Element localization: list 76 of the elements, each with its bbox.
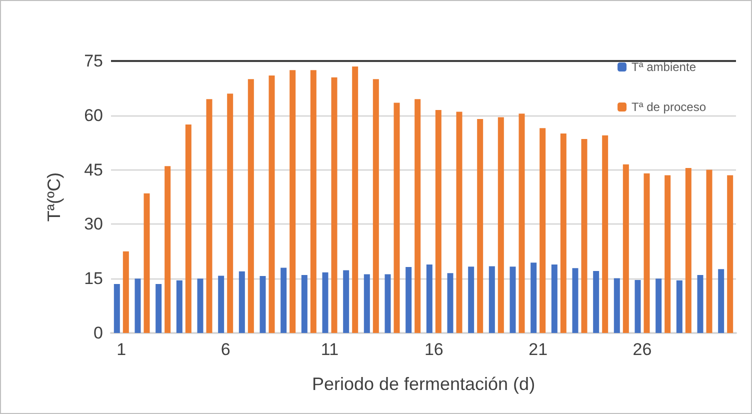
bar	[343, 270, 350, 333]
bar	[706, 170, 712, 333]
bar	[218, 276, 224, 333]
x-tick-label: 26	[632, 340, 652, 359]
bar	[634, 280, 641, 333]
y-tick-label: 45	[84, 160, 103, 180]
bar	[468, 266, 474, 333]
bar	[540, 128, 546, 333]
bar	[248, 79, 254, 333]
bar	[551, 264, 558, 333]
bar	[394, 102, 400, 333]
bar	[498, 117, 504, 333]
bar	[352, 66, 358, 333]
bar	[676, 280, 682, 333]
bar	[185, 124, 192, 333]
bar	[310, 70, 316, 333]
y-tick-label: 15	[84, 269, 103, 288]
y-tick-label: 0	[94, 324, 103, 342]
bar	[656, 278, 662, 333]
bar	[301, 274, 308, 333]
bar	[644, 173, 650, 333]
bar	[510, 266, 516, 333]
bar	[238, 271, 245, 333]
bar	[664, 175, 671, 333]
bar	[602, 135, 608, 333]
y-axis-title: Tª(ºC)	[44, 172, 64, 222]
bar	[290, 70, 296, 333]
y-tick-label: 30	[84, 214, 103, 234]
bar	[593, 270, 600, 333]
bar	[685, 168, 692, 333]
x-tick-label: 16	[424, 340, 444, 359]
x-tick-label: 21	[528, 340, 548, 359]
bar	[122, 251, 129, 333]
bar	[156, 284, 162, 333]
x-tick-label: 1	[116, 340, 126, 359]
bar	[560, 134, 566, 333]
x-axis-title: Periodo de fermentación (d)	[312, 374, 536, 394]
bar	[114, 284, 120, 333]
bar	[414, 99, 421, 333]
legend-label: Tª de proceso	[632, 100, 706, 114]
bar	[260, 276, 266, 333]
bar	[614, 278, 620, 333]
bar	[697, 274, 704, 333]
bar	[322, 272, 328, 333]
bar	[447, 273, 454, 333]
y-tick-label: 60	[84, 106, 103, 125]
bar	[718, 269, 724, 333]
bar	[384, 274, 391, 333]
bar	[406, 266, 412, 333]
bar	[477, 119, 484, 333]
bar	[622, 164, 629, 333]
bar	[206, 99, 212, 333]
bar	[372, 79, 379, 333]
bar	[280, 268, 287, 333]
bar	[530, 262, 537, 333]
x-tick-label: 11	[320, 340, 339, 359]
y-tick-label: 75	[84, 52, 103, 70]
bar	[456, 112, 462, 333]
bar	[144, 193, 150, 333]
bar	[581, 138, 588, 333]
bar	[364, 274, 370, 333]
x-tick-label: 6	[220, 340, 230, 359]
bar	[727, 175, 734, 333]
bar	[197, 278, 204, 333]
bar	[331, 77, 338, 333]
bar	[134, 278, 141, 333]
bar	[572, 268, 578, 333]
bar	[518, 114, 525, 333]
legend-label: Tª ambiente	[632, 60, 696, 74]
bar	[268, 76, 275, 333]
bar	[164, 166, 171, 333]
bar	[176, 280, 182, 333]
bar	[227, 94, 234, 333]
bar	[435, 110, 442, 333]
bar	[488, 266, 495, 333]
bar	[426, 264, 432, 333]
